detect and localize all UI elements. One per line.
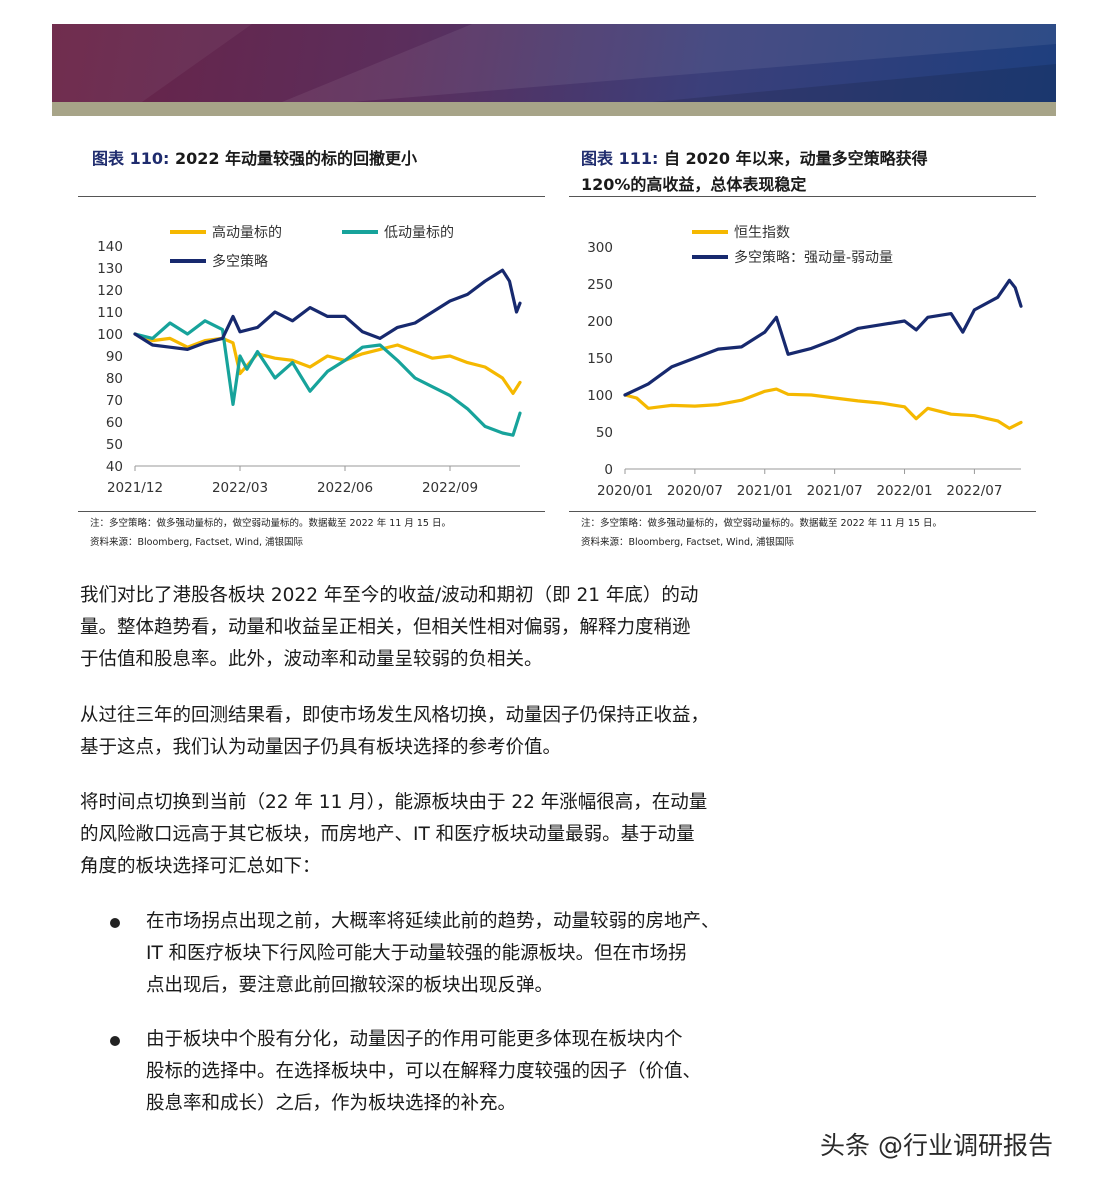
x-tick-label: 2022/01 [876, 483, 932, 499]
bullet-dot [110, 1036, 120, 1046]
figure-111-note: 注：多空策略：做多强动量标的，做空弱动量标的。数据截至 2022 年 11 月 … [581, 518, 942, 529]
figure-111-title-line2: 120%的高收益，总体表现稳定 [581, 175, 807, 194]
figure-111-bottom-rule [569, 511, 1036, 512]
figure-110-source: 资料来源：Bloomberg, Factset, Wind, 浦银国际 [90, 537, 304, 548]
paragraph-3: 将时间点切换到当前（22 年 11 月），能源板块由于 22 年涨幅很高，在动量… [80, 787, 810, 883]
figure-111-label: 图表 111: [581, 149, 659, 168]
y-tick-label: 70 [106, 393, 123, 409]
y-tick-label: 60 [106, 415, 123, 431]
legend-label-0: 恒生指数 [734, 225, 790, 241]
y-tick-label: 40 [106, 459, 123, 475]
figure-110-note: 注：多空策略：做多强动量标的，做空弱动量标的。数据截至 2022 年 11 月 … [90, 518, 451, 529]
x-tick-label: 2022/03 [212, 480, 268, 496]
paragraph-2: 从过往三年的回测结果看，即使市场发生风格切换，动量因子仍保持正收益， 基于这点，… [80, 700, 810, 764]
paragraph-3-line: 的风险敞口远高于其它板块，而房地产、IT 和医疗板块动量最弱。基于动量 [80, 824, 695, 845]
series-line-1 [623, 278, 1023, 397]
bullet-1: 在市场拐点出现之前，大概率将延续此前的趋势，动量较弱的房地产、 IT 和医疗板块… [146, 906, 811, 1002]
y-tick-label: 80 [106, 371, 123, 387]
y-tick-label: 110 [97, 305, 123, 321]
figure-111-source: 资料来源：Bloomberg, Factset, Wind, 浦银国际 [581, 537, 795, 548]
x-tick-label: 2021/01 [737, 483, 793, 499]
y-tick-label: 130 [97, 261, 123, 277]
figure-111-title-line1: 自 2020 年以来，动量多空策略获得 [663, 149, 928, 168]
series-line-0 [133, 332, 522, 395]
bullet-2-line: 股息率和成长）之后，作为板块选择的补充。 [146, 1093, 517, 1114]
figure-111-top-rule [569, 196, 1036, 197]
paragraph-1-line: 量。整体趋势看，动量和收益呈正相关，但相关性相对偏弱，解释力度稍逊 [80, 617, 691, 638]
paragraph-1: 我们对比了港股各板块 2022 年至今的收益/波动和期初（即 21 年底）的动 … [80, 580, 810, 676]
figure-110-top-rule [78, 196, 545, 197]
series-line-2 [133, 268, 522, 351]
bullet-2-line: 由于板块中个股有分化，动量因子的作用可能更多体现在板块内个 [146, 1029, 683, 1050]
y-tick-label: 120 [97, 283, 123, 299]
y-tick-label: 250 [587, 277, 613, 293]
legend-label-1: 低动量标的 [384, 225, 454, 241]
figure-111-title: 图表 111: 自 2020 年以来，动量多空策略获得 [581, 146, 928, 172]
y-tick-label: 200 [587, 314, 613, 330]
paragraph-1-line: 于估值和股息率。此外，波动率和动量呈较弱的负相关。 [80, 649, 543, 670]
bullet-dot [110, 918, 120, 928]
y-tick-label: 300 [587, 240, 613, 256]
bullet-1-line: IT 和医疗板块下行风险可能大于动量较强的能源板块。但在市场拐 [146, 943, 687, 964]
legend-label-0: 高动量标的 [212, 224, 282, 241]
x-tick-label: 2022/06 [317, 480, 373, 496]
figure-110-label: 图表 110: [92, 149, 170, 168]
banner-decoration [52, 24, 1056, 102]
x-tick-label: 2020/07 [667, 483, 723, 499]
y-tick-label: 140 [97, 239, 123, 255]
legend-label-1: 多空策略：强动量-弱动量 [734, 249, 893, 266]
header-stripe [52, 102, 1056, 116]
paragraph-3-line: 角度的板块选择可汇总如下： [80, 856, 321, 877]
series-line-0 [623, 387, 1023, 430]
x-tick-label: 2021/12 [107, 480, 163, 496]
figure-110-bottom-rule [78, 511, 545, 512]
paragraph-2-line: 从过往三年的回测结果看，即使市场发生风格切换，动量因子仍保持正收益， [80, 705, 710, 726]
figure-111-chart: 0 50 100 150 200 250 300 2020/01 2020/07 2021/01 2… [587, 225, 1023, 499]
paragraph-2-line: 基于这点，我们认为动量因子仍具有板块选择的参考价值。 [80, 737, 562, 758]
x-tick-label: 2020/01 [597, 483, 653, 499]
x-tick-label: 2022/09 [422, 480, 478, 496]
figure-110-chart: 40 50 60 70 80 90 100 110 120 130 140 2021/12 2022/0… [97, 224, 522, 496]
paragraph-3-line: 将时间点切换到当前（22 年 11 月），能源板块由于 22 年涨幅很高，在动量 [80, 792, 708, 813]
series-line-1 [133, 319, 522, 437]
paragraph-1-line: 我们对比了港股各板块 2022 年至今的收益/波动和期初（即 21 年底）的动 [80, 585, 699, 606]
x-tick-label: 2022/07 [946, 483, 1002, 499]
bullet-2-line: 股标的选择中。在选择板块中，可以在解释力度较强的因子（价值、 [146, 1061, 702, 1082]
y-tick-label: 0 [604, 462, 613, 478]
bullet-1-line: 在市场拐点出现之前，大概率将延续此前的趋势，动量较弱的房地产、 [146, 911, 720, 932]
watermark: 头条 @行业调研报告 [820, 1131, 1053, 1160]
x-tick-label: 2021/07 [807, 483, 863, 499]
bullet-2: 由于板块中个股有分化，动量因子的作用可能更多体现在板块内个 股标的选择中。在选择… [146, 1024, 811, 1120]
figure-110-title-text: 2022 年动量较强的标的回撤更小 [174, 149, 418, 168]
y-tick-label: 100 [97, 327, 123, 343]
y-tick-label: 50 [106, 437, 123, 453]
y-tick-label: 150 [587, 351, 613, 367]
legend-label-2: 多空策略 [212, 253, 268, 270]
y-tick-label: 90 [106, 349, 123, 365]
y-tick-label: 100 [587, 388, 613, 404]
header-banner [52, 24, 1056, 102]
y-tick-label: 50 [596, 425, 613, 441]
bullet-1-line: 点出现后，要注意此前回撤较深的板块出现反弹。 [146, 975, 554, 996]
figure-110-title: 图表 110: 2022 年动量较强的标的回撤更小 [92, 146, 417, 172]
